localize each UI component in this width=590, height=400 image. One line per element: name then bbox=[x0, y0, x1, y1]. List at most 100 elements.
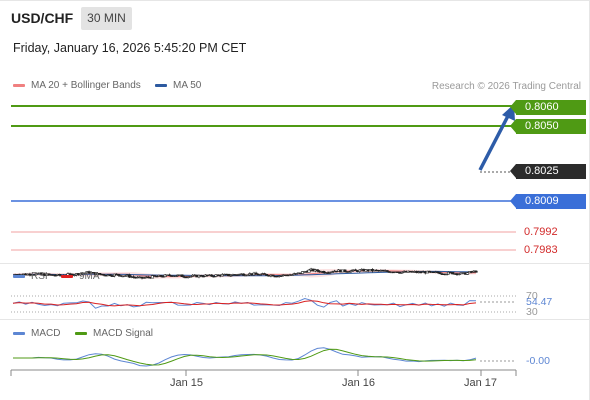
symbol-title: USD/CHF bbox=[11, 10, 74, 26]
candle-body bbox=[290, 274, 294, 276]
candle-body bbox=[199, 274, 203, 277]
legend-label: MA 50 bbox=[173, 80, 202, 91]
candle bbox=[265, 273, 269, 276]
timeframe-button[interactable]: 30 MIN bbox=[81, 7, 132, 30]
macd-signal-line bbox=[13, 348, 477, 366]
candle-body bbox=[400, 271, 404, 274]
legend-swatch bbox=[155, 84, 167, 87]
candle bbox=[396, 271, 400, 273]
candle bbox=[199, 274, 203, 277]
candle-body bbox=[436, 271, 440, 273]
legend-label: 9MA bbox=[79, 271, 100, 282]
candle-body bbox=[322, 270, 326, 274]
candle bbox=[150, 274, 155, 279]
candle bbox=[83, 272, 87, 275]
rsi-9ma-line bbox=[12, 300, 477, 307]
legend-swatch bbox=[13, 84, 25, 87]
candle-body bbox=[353, 269, 358, 271]
candle-body bbox=[227, 273, 231, 277]
candle bbox=[451, 272, 455, 275]
candle bbox=[465, 271, 470, 275]
candle-body bbox=[241, 273, 246, 276]
candle bbox=[34, 273, 38, 276]
research-credit: Research © 2026 Trading Central bbox=[431, 81, 581, 92]
candle-body bbox=[159, 274, 163, 277]
candle-body bbox=[465, 272, 470, 275]
candle-body bbox=[34, 273, 38, 276]
candle bbox=[57, 273, 62, 277]
candle bbox=[358, 269, 362, 273]
candle bbox=[444, 273, 449, 276]
candle-body bbox=[347, 271, 351, 273]
candle-body bbox=[307, 269, 311, 273]
candle bbox=[189, 276, 193, 278]
candle bbox=[174, 275, 178, 277]
candle bbox=[159, 274, 163, 278]
legend-label: RSI bbox=[31, 271, 48, 282]
price-tag-0-8050: 0.8050 bbox=[510, 119, 586, 134]
candle-body bbox=[57, 273, 62, 276]
candle-body bbox=[47, 273, 51, 275]
candle bbox=[102, 274, 106, 277]
candle bbox=[315, 269, 320, 273]
candle-body bbox=[174, 275, 178, 277]
candle bbox=[279, 274, 284, 277]
x-tick-label-jan17: Jan 17 bbox=[464, 377, 498, 389]
candle-body bbox=[457, 273, 461, 275]
candle bbox=[474, 270, 478, 273]
candle bbox=[167, 273, 172, 277]
legend-macd-signal: MACD Signal bbox=[75, 328, 153, 339]
candle-body bbox=[150, 275, 155, 279]
candle-body bbox=[32, 274, 36, 276]
candle-body bbox=[83, 272, 87, 274]
forecast-arrow bbox=[478, 113, 511, 171]
legend-label: MACD bbox=[31, 328, 61, 339]
candle bbox=[353, 268, 358, 271]
candle bbox=[246, 274, 250, 276]
macd-value: -0.00 bbox=[526, 355, 550, 367]
candle bbox=[385, 270, 389, 273]
candle bbox=[254, 271, 258, 275]
candle bbox=[271, 274, 275, 277]
candle bbox=[180, 274, 184, 277]
legend-label: MACD Signal bbox=[93, 328, 154, 339]
rsi-level-30-label: 30 bbox=[526, 306, 538, 318]
candle bbox=[322, 270, 326, 274]
rsi-value: 54.47 bbox=[526, 296, 553, 308]
legend-rsi: RSI bbox=[13, 271, 48, 282]
candle bbox=[227, 273, 231, 277]
chart-datetime: Friday, January 16, 2026 5:45:20 PM CET bbox=[13, 41, 247, 55]
legend-swatch bbox=[13, 275, 25, 278]
support-label-0-7983: 0.7983 bbox=[524, 244, 558, 256]
legend-swatch bbox=[75, 332, 87, 335]
candle-body bbox=[210, 274, 214, 277]
candle bbox=[201, 275, 205, 278]
candle-body bbox=[358, 269, 362, 272]
candle-body bbox=[123, 275, 127, 277]
macd-line bbox=[13, 347, 477, 367]
candle-body bbox=[167, 274, 172, 276]
candle bbox=[98, 272, 102, 275]
price-tag-pivot: 0.8009 bbox=[510, 194, 586, 209]
candlesticks bbox=[13, 267, 478, 280]
candle bbox=[108, 274, 112, 277]
price-tag-0-8060: 0.8060 bbox=[510, 100, 586, 115]
candle bbox=[53, 274, 57, 277]
price-tag-last: 0.8025 bbox=[510, 164, 586, 179]
candle bbox=[47, 273, 51, 276]
candle-body bbox=[343, 269, 347, 272]
candle bbox=[290, 274, 294, 276]
candle-body bbox=[180, 274, 184, 277]
candle-body bbox=[385, 270, 389, 272]
candle-body bbox=[396, 271, 400, 273]
support-label-0-7992: 0.7992 bbox=[524, 226, 558, 238]
candle-body bbox=[279, 275, 284, 277]
candle-body bbox=[438, 272, 442, 275]
x-tick-label-jan15: Jan 15 bbox=[170, 377, 204, 389]
candle bbox=[347, 271, 351, 273]
candle bbox=[123, 275, 127, 277]
x-tick-label-jan16: Jan 16 bbox=[342, 377, 376, 389]
candle-body bbox=[254, 272, 258, 275]
candle-body bbox=[271, 274, 275, 277]
